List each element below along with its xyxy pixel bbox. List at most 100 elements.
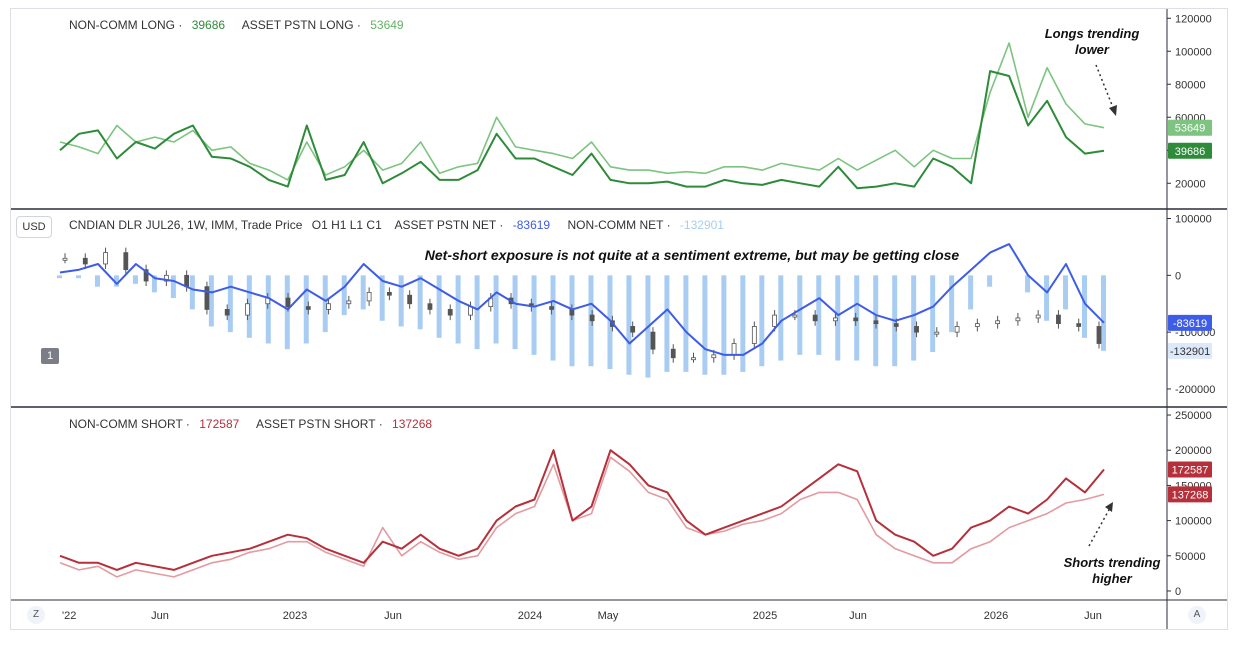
noncomm-long-line bbox=[59, 70, 1105, 190]
noncomm-net-bar bbox=[1101, 275, 1106, 351]
price-candle-body bbox=[103, 252, 108, 265]
legend-asset-long-label: ASSET PSTN LONG bbox=[241, 18, 354, 32]
noncomm-net-bar bbox=[436, 275, 442, 338]
currency-button[interactable]: USD bbox=[16, 216, 52, 238]
y-tick-label: 100000 bbox=[1175, 46, 1212, 58]
noncomm-net-bar bbox=[968, 275, 974, 310]
noncomm-net-bar bbox=[930, 275, 936, 353]
price-candle-body bbox=[772, 314, 778, 327]
legend-top: NON-COMM LONG · 39686 ASSET PSTN LONG · … bbox=[69, 18, 418, 32]
noncomm-net-bar bbox=[57, 275, 62, 279]
price-candle-body bbox=[163, 274, 169, 282]
noncomm-net-bar bbox=[797, 275, 803, 355]
legend-noncomm-short-value: 172587 bbox=[199, 417, 240, 431]
price-candle-body bbox=[1035, 314, 1041, 319]
price-candle-body bbox=[974, 323, 980, 327]
noncomm-long-tag-label: 39686 bbox=[1175, 146, 1206, 158]
legend-mid: CNDIAN DLR JUL26, 1W, IMM, Trade Price O… bbox=[69, 218, 738, 232]
x-tick-label: Jun bbox=[151, 610, 169, 622]
legend-separator: · bbox=[178, 18, 183, 32]
noncomm-net-bar bbox=[398, 275, 404, 327]
noncomm-net-bar bbox=[778, 275, 784, 361]
price-candle-body bbox=[650, 331, 656, 350]
price-candle-body bbox=[326, 303, 331, 310]
price-candle-body bbox=[691, 357, 696, 361]
legend-symbol: CNDIAN DLR JUL26, 1W, IMM, Trade Price bbox=[69, 218, 303, 232]
annotation-shorts-line2: higher bbox=[1092, 571, 1133, 586]
noncomm-net-bar bbox=[626, 275, 632, 375]
noncomm-net-bar bbox=[455, 275, 461, 344]
price-candle-body bbox=[62, 257, 68, 261]
x-tick-label: Jun bbox=[1084, 610, 1102, 622]
price-candle-body bbox=[751, 326, 757, 344]
noncomm-long-tag bbox=[1168, 142, 1212, 159]
asset-long-tag-label: 53649 bbox=[1175, 123, 1206, 135]
legend-asset-net-value: -83619 bbox=[512, 218, 551, 232]
price-candle-body bbox=[1096, 326, 1102, 344]
noncomm-short-tag bbox=[1168, 461, 1212, 478]
legend-noncomm-net-value: -132901 bbox=[679, 218, 724, 232]
x-tick-label: Jun bbox=[849, 610, 867, 622]
y-tick-label: 200000 bbox=[1175, 445, 1212, 457]
noncomm-net-bar bbox=[208, 275, 214, 327]
asset-short-line bbox=[59, 456, 1105, 578]
annotation-shorts-arrowhead bbox=[1105, 502, 1113, 512]
price-candle-body bbox=[447, 309, 453, 316]
noncomm-net-bar bbox=[607, 275, 613, 370]
noncomm-net-bar bbox=[227, 275, 233, 333]
price-candle-body bbox=[386, 291, 392, 296]
x-tick-label: Jun bbox=[384, 610, 402, 622]
legend-noncomm-short-label: NON-COMM SHORT bbox=[69, 417, 183, 431]
legend-noncomm-net-label: NON-COMM NET bbox=[567, 218, 664, 232]
noncomm-net-bar bbox=[702, 275, 708, 375]
noncomm-net-bar bbox=[721, 275, 727, 375]
noncomm-net-bar bbox=[1025, 275, 1031, 293]
noncomm-net-bar bbox=[740, 275, 746, 372]
noncomm-net-bar bbox=[1082, 275, 1088, 338]
asset-long-tag bbox=[1168, 119, 1212, 136]
annotation-shorts-arrow bbox=[1088, 507, 1111, 547]
price-candle-body bbox=[711, 354, 717, 359]
timezone-button[interactable]: Z bbox=[27, 606, 45, 624]
price-candle-body bbox=[143, 269, 149, 282]
noncomm-net-bar bbox=[94, 275, 100, 287]
price-candle-body bbox=[731, 343, 737, 356]
price-candle-body bbox=[853, 317, 859, 322]
x-tick-label: 2023 bbox=[283, 610, 307, 622]
noncomm-net-bar bbox=[113, 275, 119, 287]
y-tick-label: 80000 bbox=[1175, 79, 1206, 91]
price-candle-body bbox=[792, 314, 798, 318]
legend-asset-net-label: ASSET PSTN NET bbox=[394, 218, 497, 232]
y-tick-label: 0 bbox=[1175, 586, 1181, 598]
noncomm-net-bar bbox=[816, 275, 822, 355]
annotation-longs-line2: lower bbox=[1075, 42, 1110, 57]
legend-bottom: NON-COMM SHORT · 172587 ASSET PSTN SHORT… bbox=[69, 417, 446, 431]
price-candle-body bbox=[407, 294, 413, 305]
legend-separator: · bbox=[666, 218, 671, 232]
noncomm-net-bar bbox=[683, 275, 689, 372]
noncomm-net-bar bbox=[132, 275, 138, 284]
noncomm-net-bar bbox=[360, 275, 366, 310]
annotation-shorts-line1: Shorts trending bbox=[1064, 555, 1161, 570]
noncomm-short-line bbox=[59, 449, 1105, 571]
asset-short-tag-label: 137268 bbox=[1172, 489, 1209, 501]
legend-asset-long-value: 53649 bbox=[370, 18, 404, 32]
price-candle-body bbox=[893, 323, 899, 327]
noncomm-net-tag-label: -132901 bbox=[1170, 346, 1210, 358]
price-candle-body bbox=[833, 317, 838, 322]
legend-noncomm-long-value: 39686 bbox=[191, 18, 226, 32]
x-tick-label: 2026 bbox=[984, 610, 1008, 622]
chart-frame bbox=[10, 8, 1228, 630]
auto-scale-button[interactable]: A bbox=[1188, 606, 1206, 624]
x-tick-label: May bbox=[598, 610, 619, 622]
noncomm-net-tag bbox=[1168, 342, 1212, 359]
price-candle-body bbox=[224, 309, 230, 316]
price-candle-body bbox=[366, 291, 372, 302]
legend-asset-short-label: ASSET PSTN SHORT bbox=[255, 417, 376, 431]
pane-number-badge[interactable]: 1 bbox=[41, 348, 59, 364]
y-tick-label: 50000 bbox=[1175, 551, 1206, 563]
price-candle-body bbox=[954, 326, 960, 333]
noncomm-net-bar bbox=[284, 275, 290, 350]
noncomm-net-bar bbox=[417, 275, 423, 330]
